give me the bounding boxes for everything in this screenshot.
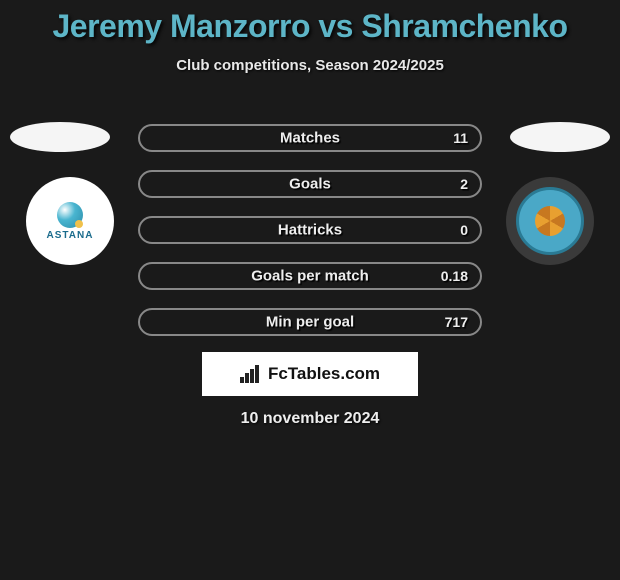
stat-row: Min per goal 717 bbox=[138, 308, 482, 336]
club-logo-right-icon bbox=[516, 187, 584, 255]
stat-value: 717 bbox=[445, 314, 468, 330]
stats-list: Matches 11 Goals 2 Hattricks 0 Goals per… bbox=[138, 124, 482, 354]
player-placeholder-right bbox=[510, 122, 610, 152]
stat-value: 2 bbox=[460, 176, 468, 192]
astana-logo-icon: ASTANA bbox=[47, 202, 94, 241]
player-placeholder-left bbox=[10, 122, 110, 152]
club-badge-right bbox=[506, 177, 594, 265]
stat-label: Matches bbox=[280, 130, 340, 147]
date-text: 10 november 2024 bbox=[241, 410, 380, 428]
club-name-left: ASTANA bbox=[47, 230, 94, 241]
stat-row: Matches 11 bbox=[138, 124, 482, 152]
stat-row: Hattricks 0 bbox=[138, 216, 482, 244]
stat-value: 0 bbox=[460, 222, 468, 238]
stat-row: Goals per match 0.18 bbox=[138, 262, 482, 290]
stat-value: 11 bbox=[453, 130, 468, 146]
stat-label: Goals bbox=[289, 176, 331, 193]
brand-badge: FcTables.com bbox=[202, 352, 418, 396]
bars-icon bbox=[240, 365, 262, 383]
stat-label: Min per goal bbox=[266, 314, 354, 331]
brand-text: FcTables.com bbox=[268, 364, 380, 384]
stat-value: 0.18 bbox=[441, 268, 468, 284]
club-badge-left: ASTANA bbox=[26, 177, 114, 265]
subtitle: Club competitions, Season 2024/2025 bbox=[0, 57, 620, 74]
stat-label: Goals per match bbox=[251, 268, 369, 285]
comparison-title: Jeremy Manzorro vs Shramchenko bbox=[0, 0, 620, 45]
stat-row: Goals 2 bbox=[138, 170, 482, 198]
stat-label: Hattricks bbox=[278, 222, 342, 239]
